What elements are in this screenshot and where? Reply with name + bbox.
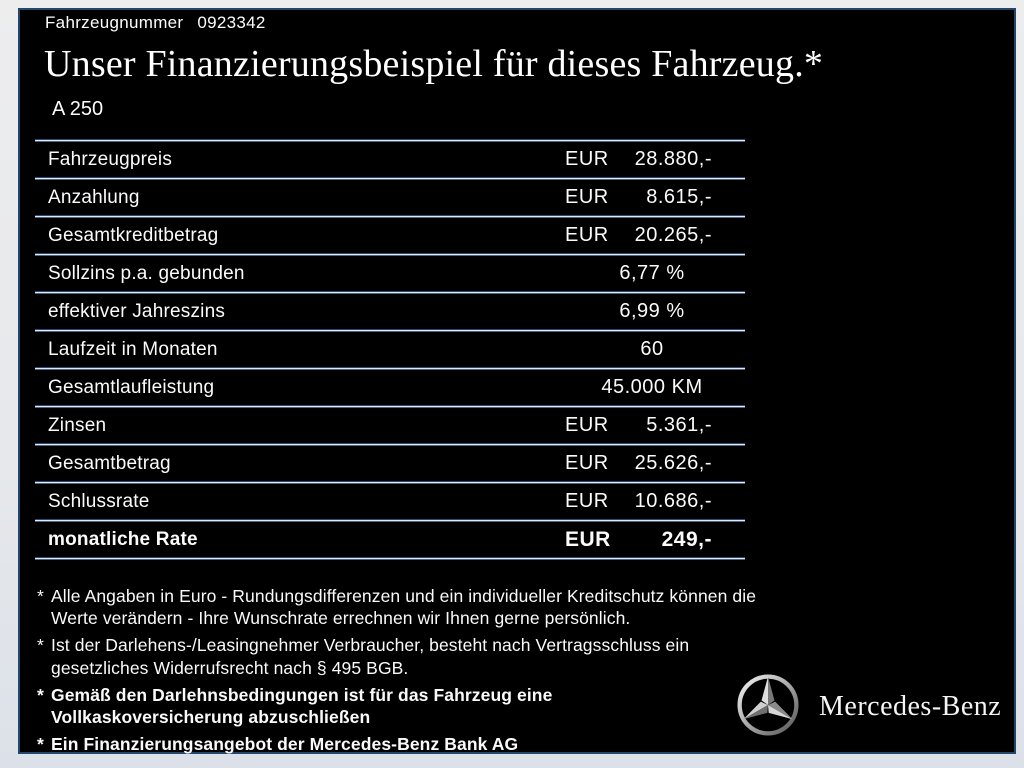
currency-label: EUR xyxy=(565,452,609,474)
row-label: Gesamtlaufleistung xyxy=(48,376,215,398)
page-title: Unser Finanzierungsbeispiel für dieses F… xyxy=(44,43,824,85)
vehicle-model: A 250 xyxy=(52,98,104,120)
footnote-text: Gemäß den Darlehnsbedingungen ist für da… xyxy=(51,684,553,728)
table-row: Gesamtbetrag EUR 25.626,- xyxy=(35,446,745,481)
row-value: 45.000 KM xyxy=(559,376,745,399)
table-row: Gesamtlaufleistung 45.000 KM xyxy=(35,370,745,405)
currency-label: EUR xyxy=(565,148,609,170)
vehicle-number-value: 0923342 xyxy=(197,13,266,32)
footnote-text: Ist der Darlehens-/Leasingnehmer Verbrau… xyxy=(51,635,690,678)
table-row: Anzahlung EUR 8.615,- xyxy=(35,180,745,215)
footnote-marker: * xyxy=(37,684,44,705)
row-label: Anzahlung xyxy=(48,186,140,208)
amount-value: 6,99 % xyxy=(619,300,685,322)
currency-label: EUR xyxy=(565,224,609,246)
amount-value: 25.626,- xyxy=(634,452,712,474)
row-value: EUR 8.615,- xyxy=(559,186,745,209)
table-divider xyxy=(35,443,745,446)
brand-name: Mercedes-Benz xyxy=(819,691,1002,722)
row-label: Gesamtbetrag xyxy=(48,452,171,474)
table-row: Fahrzeugpreis EUR 28.880,- xyxy=(35,142,745,177)
table-divider xyxy=(35,215,745,218)
mercedes-star-icon xyxy=(735,672,801,743)
footnote-text: Alle Angaben in Euro - Rundungsdifferenz… xyxy=(51,586,757,629)
footnote-marker: * xyxy=(37,734,44,755)
footnote: * Ist der Darlehens-/Leasingnehmer Verbra… xyxy=(37,634,757,678)
amount-value: 249,- xyxy=(661,527,712,551)
currency-label: EUR xyxy=(565,527,611,551)
footnotes: * Alle Angaben in Euro - Rundungsdifferen… xyxy=(37,585,757,761)
row-value: EUR 249,- xyxy=(559,528,745,552)
currency-label: EUR xyxy=(565,186,609,208)
brand-block: Mercedes-Benz xyxy=(735,672,1002,743)
row-value: 60 xyxy=(559,338,745,361)
row-label: Sollzins p.a. gebunden xyxy=(48,262,245,284)
amount-value: 10.686,- xyxy=(634,490,712,512)
footnote-marker: * xyxy=(37,635,44,656)
currency-label: EUR xyxy=(565,414,609,436)
table-divider xyxy=(35,139,745,142)
row-value: EUR 25.626,- xyxy=(559,452,745,475)
row-value: 6,77 % xyxy=(559,262,745,285)
row-value: EUR 5.361,- xyxy=(559,414,745,437)
table-divider xyxy=(35,519,745,522)
vehicle-number-label: Fahrzeugnummer xyxy=(45,13,184,32)
amount-value: 28.880,- xyxy=(634,148,712,170)
table-row: Gesamtkreditbetrag EUR 20.265,- xyxy=(35,218,745,253)
vehicle-number: Fahrzeugnummer 0923342 xyxy=(45,13,266,33)
finance-offer-panel: Fahrzeugnummer 0923342 Unser Finanzierung… xyxy=(18,8,1016,754)
footnote-marker: * xyxy=(37,586,44,606)
table-divider xyxy=(35,367,745,370)
table-divider xyxy=(35,291,745,294)
currency-label: EUR xyxy=(565,490,609,512)
amount-value: 60 xyxy=(640,338,664,360)
row-value: EUR 20.265,- xyxy=(559,224,745,247)
footnote: * Ein Finanzierungsangebot der Mercedes-B… xyxy=(37,733,757,755)
table-row: Zinsen EUR 5.361,- xyxy=(35,408,745,443)
row-label: monatliche Rate xyxy=(48,528,198,550)
footnote-text: Ein Finanzierungsangebot der Mercedes-Be… xyxy=(51,734,519,755)
row-label: Fahrzeugpreis xyxy=(48,148,173,170)
table-row: Schlussrate EUR 10.686,- xyxy=(35,484,745,519)
table-row: monatliche Rate EUR 249,- xyxy=(35,522,745,557)
footnote: * Gemäß den Darlehnsbedingungen ist für d… xyxy=(37,684,757,728)
amount-value: 6,77 % xyxy=(619,262,685,284)
row-label: Schlussrate xyxy=(48,490,150,512)
footnote: * Alle Angaben in Euro - Rundungsdifferen… xyxy=(37,585,757,629)
row-value: EUR 10.686,- xyxy=(559,490,745,513)
row-value: 6,99 % xyxy=(559,300,745,323)
table-divider xyxy=(35,557,745,560)
table-row: Laufzeit in Monaten 60 xyxy=(35,332,745,367)
amount-value: 8.615,- xyxy=(646,186,712,208)
row-label: Laufzeit in Monaten xyxy=(48,338,218,360)
table-divider xyxy=(35,481,745,484)
row-label: effektiver Jahreszins xyxy=(48,300,226,322)
table-divider xyxy=(35,253,745,256)
row-label: Zinsen xyxy=(48,414,107,436)
table-divider xyxy=(35,177,745,180)
table-row: effektiver Jahreszins 6,99 % xyxy=(35,294,745,329)
finance-table: Fahrzeugpreis EUR 28.880,- Anzahlung EUR 8.61… xyxy=(35,139,745,560)
amount-value: 5.361,- xyxy=(646,414,712,436)
amount-value: 20.265,- xyxy=(634,224,712,246)
table-divider xyxy=(35,405,745,408)
row-value: EUR 28.880,- xyxy=(559,148,745,171)
amount-value: 45.000 KM xyxy=(601,376,703,398)
table-row: Sollzins p.a. gebunden 6,77 % xyxy=(35,256,745,291)
table-divider xyxy=(35,329,745,332)
row-label: Gesamtkreditbetrag xyxy=(48,224,219,246)
